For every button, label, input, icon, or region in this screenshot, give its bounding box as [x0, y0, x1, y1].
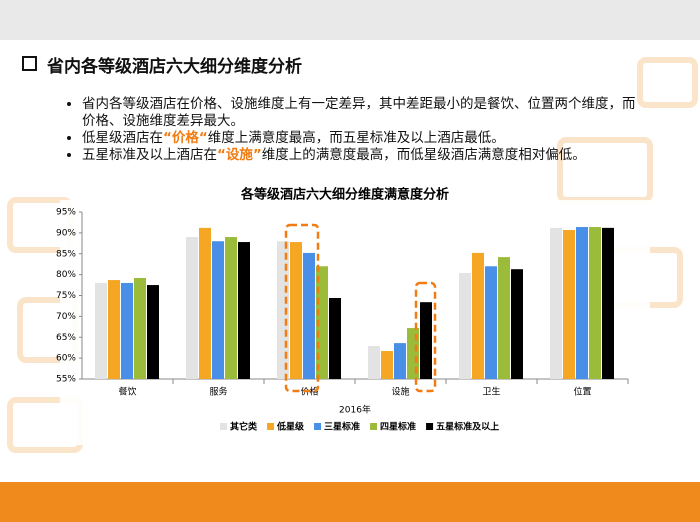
bar: [420, 302, 432, 379]
bar: [108, 280, 120, 379]
bottom-band: [0, 482, 700, 522]
bar: [368, 346, 380, 379]
bar: [511, 269, 523, 379]
x-tick-label: 位置: [573, 386, 591, 398]
bar: [303, 252, 315, 379]
bullet-text: 五星标准及以上酒店在: [82, 147, 217, 163]
legend-swatch: [220, 423, 227, 430]
bar: [121, 282, 133, 379]
highlight-box: [284, 223, 320, 393]
legend-swatch: [267, 423, 275, 430]
top-band: [0, 0, 700, 40]
bar: [290, 242, 302, 379]
y-tick-label: 95%: [56, 208, 76, 218]
legend-swatch: [314, 423, 322, 430]
bar: [472, 252, 484, 379]
bar: [394, 343, 406, 379]
highlight-box: [414, 281, 437, 393]
bar: [498, 257, 510, 379]
bar: [589, 227, 601, 379]
bar: [576, 227, 588, 379]
bar: [186, 237, 198, 379]
bar: [602, 227, 614, 379]
bar: [238, 242, 250, 379]
chart-title: 各等级酒店六大细分维度满意度分析: [240, 187, 449, 203]
y-tick-label: 85%: [56, 249, 76, 259]
bar: [199, 227, 211, 379]
y-tick-label: 80%: [56, 270, 76, 280]
legend-label: 四星标准: [380, 421, 416, 433]
bar: [550, 227, 562, 379]
bullet-list: 省内各等级酒店在价格、设施维度上有一定差异，其中差距最小的是餐饮、位置两个维度，…: [62, 96, 642, 164]
bar: [381, 351, 393, 379]
bar: [134, 277, 146, 379]
legend-label: 其它类: [230, 421, 258, 433]
bar: [147, 285, 159, 379]
bullet-text: 维度上满意度最高，而五星标准及以上酒店最低。: [207, 130, 505, 146]
bar: [225, 237, 237, 379]
x-tick-label: 设施: [391, 386, 409, 398]
y-tick-label: 55%: [56, 375, 76, 385]
y-tick-label: 90%: [56, 228, 76, 238]
x-axis-label: 2016年: [339, 404, 371, 416]
bullet-text: 低星级酒店在: [82, 130, 163, 146]
bullet: 五星标准及以上酒店在“设施”维度上的满意度最高，而低星级酒店满意度相对偏低。: [82, 147, 642, 164]
bullet-text: 省内各等级酒店在价格、设施维度上有一定差异，其中差距最小的是餐饮、位置两个维度，…: [82, 96, 636, 129]
bar: [95, 282, 107, 379]
legend-label: 三星标准: [324, 421, 360, 433]
x-tick-label: 餐饮: [118, 386, 136, 398]
bullet: 低星级酒店在“价格“维度上满意度最高，而五星标准及以上酒店最低。: [82, 130, 642, 147]
bar: [316, 266, 328, 379]
bar: [407, 328, 419, 379]
y-tick-label: 75%: [56, 291, 76, 301]
y-tick-label: 60%: [56, 354, 76, 364]
emphasis: “价格“: [163, 130, 208, 146]
legend-label: 低星级: [276, 421, 305, 433]
emphasis: “设施”: [217, 147, 262, 163]
x-tick-label: 服务: [209, 386, 227, 398]
y-tick-label: 65%: [56, 333, 76, 343]
x-tick-label: 卫生: [482, 386, 500, 398]
title-text: 省内各等级酒店六大细分维度分析: [47, 57, 302, 77]
legend-swatch: [370, 423, 378, 430]
slide-title: 省内各等级酒店六大细分维度分析: [22, 52, 302, 77]
bullet: 省内各等级酒店在价格、设施维度上有一定差异，其中差距最小的是餐饮、位置两个维度，…: [82, 96, 642, 130]
legend-label: 五星标准及以上: [436, 421, 499, 433]
bullet-text: 维度上的满意度最高，而低星级酒店满意度相对偏低。: [261, 147, 586, 163]
bar: [329, 298, 341, 379]
y-tick-label: 70%: [56, 312, 76, 322]
legend-swatch: [426, 423, 434, 430]
bar: [459, 272, 471, 379]
bar: [212, 241, 224, 379]
bar: [485, 266, 497, 379]
bar: [563, 229, 575, 379]
